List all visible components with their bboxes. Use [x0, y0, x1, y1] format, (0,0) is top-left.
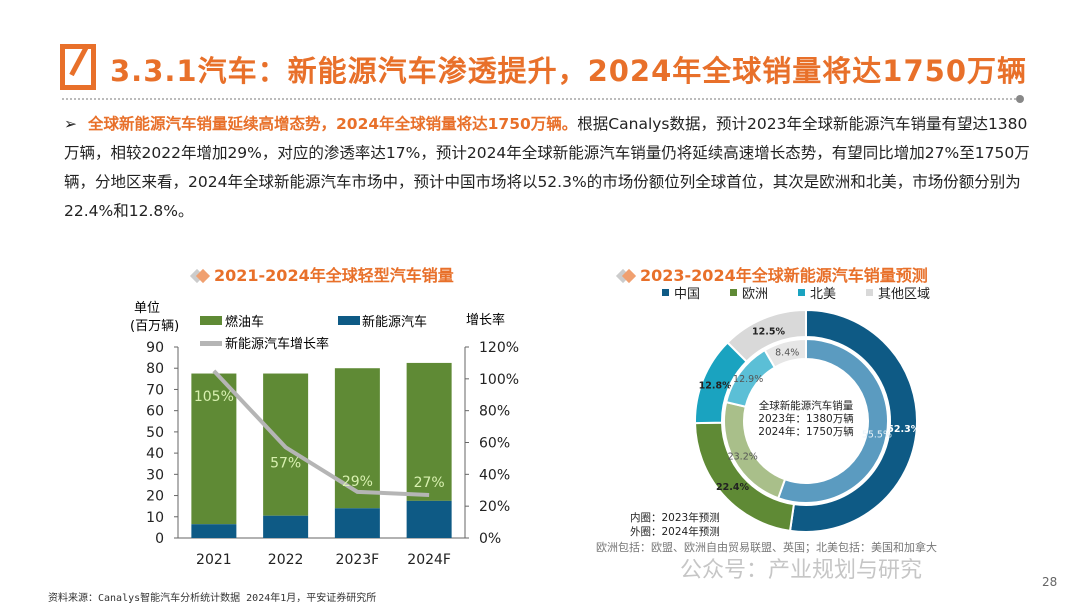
legend-swatch — [866, 289, 873, 296]
bar-ice-2021 — [191, 373, 237, 525]
x-tick-label: 2023F — [336, 552, 380, 568]
y2-tick-label: 40% — [479, 467, 510, 483]
legend-swatch — [798, 289, 805, 296]
legend-swatch-growth — [200, 341, 222, 346]
divider — [62, 98, 1020, 100]
bar-nev-2022 — [263, 515, 309, 538]
legend-label: 新能源汽车增长率 — [225, 336, 329, 352]
y2-tick-label: 20% — [479, 499, 510, 515]
y-tick-label: 90 — [146, 340, 164, 356]
outer-slice-其他区域 — [726, 308, 807, 364]
bar-ice-2023F — [334, 368, 380, 509]
growth-line — [212, 369, 430, 498]
inner-slice-中国 — [776, 337, 889, 504]
region-footnote: 欧洲包括：欧盟、欧洲自由贸易联盟、英国；北美包括：美国和加拿大 — [596, 541, 937, 554]
y2-tick-label: 120% — [479, 340, 519, 356]
y-tick-label: 70 — [146, 382, 164, 398]
y-tick-label: 80 — [146, 361, 164, 377]
bar-nev-2024F — [406, 500, 452, 538]
edit-icon — [60, 44, 96, 90]
growth-label: 27% — [414, 475, 445, 491]
donut-chart: 52.3% 22.4% 12.8% 12.5% 55.5% 23.2% 12.9% 8.4% 全… — [630, 287, 930, 538]
y-tick-label: 30 — [146, 467, 164, 483]
ring-note: 外圈：2024年预测 — [630, 525, 720, 538]
legend-label: 欧洲 — [742, 287, 768, 302]
legend-label: 其他区域 — [878, 287, 930, 302]
growth-label: 57% — [270, 455, 301, 471]
slice-label: 55.5% — [862, 429, 892, 440]
bar-chart-title: 2021-2024年全球轻型汽车销量 — [189, 262, 454, 286]
slice-label: 12.5% — [752, 326, 785, 337]
y2-tick-label: 0% — [479, 531, 501, 547]
source-note: 资料来源：Canalys智能汽车分析统计数据 2024年1月，平安证券研究所 — [48, 593, 377, 604]
page-number: 28 — [1042, 575, 1058, 589]
y-tick-label: 40 — [146, 446, 164, 462]
slice-label: 52.3% — [887, 424, 920, 435]
divider-dot — [1016, 95, 1024, 103]
inner-slice-其他区域 — [763, 337, 807, 369]
bar-nev-2023F — [334, 508, 380, 538]
y-tick-label: 10 — [146, 510, 164, 526]
legend-swatch — [730, 289, 737, 296]
body-text: 根据Canalys数据，预计2023年全球新能源汽车销量有望达1380万辆，相较… — [64, 115, 1030, 220]
legend-swatch — [662, 289, 669, 296]
y2-tick-label: 80% — [479, 404, 510, 420]
center-label: 2023年：1380万辆 — [758, 412, 853, 425]
donut-chart-title: 2023-2024年全球新能源汽车销量预测 — [615, 262, 928, 286]
x-tick-label: 2022 — [268, 552, 304, 568]
center-label: 全球新能源汽车销量 — [759, 399, 854, 412]
y-tick-label: 50 — [146, 425, 164, 441]
slice-label: 23.2% — [728, 451, 758, 462]
summary-paragraph: ➢ 全球新能源汽车销量延续高增态势，2024年全球销量将达1750万辆。根据Can… — [64, 110, 1034, 226]
x-tick-label: 2021 — [196, 552, 232, 568]
y-tick-label: 0 — [155, 531, 164, 547]
legend-swatch-nev — [338, 316, 360, 325]
bar-chart: 0 10 20 30 40 50 60 70 80 90 0% 20% 40% 60% 80% 100% 120… — [130, 301, 519, 568]
bar-nev-2021 — [191, 524, 237, 538]
slice-label: 22.4% — [716, 482, 749, 493]
legend-label: 中国 — [674, 287, 700, 302]
legend-swatch-ice — [200, 316, 222, 325]
y2-axis-label: 增长率 — [466, 312, 505, 328]
ring-note: 内圈：2023年预测 — [630, 511, 720, 524]
bullet-arrow-icon: ➢ — [64, 115, 77, 133]
highlight-text: 全球新能源汽车销量延续高增态势，2024年全球销量将达1750万辆。 — [88, 115, 578, 133]
y-axis-label: 单位 — [134, 301, 160, 316]
page-title: 3.3.1汽车：新能源汽车渗透提升，2024年全球销量将达1750万辆 — [110, 54, 1027, 88]
y2-tick-label: 60% — [479, 436, 510, 452]
y2-tick-label: 100% — [479, 372, 519, 388]
growth-label: 105% — [194, 389, 234, 405]
slice-label: 12.8% — [699, 380, 732, 391]
outer-slice-中国 — [788, 308, 918, 533]
y-tick-label: 60 — [146, 404, 164, 420]
legend-label: 燃油车 — [225, 314, 264, 330]
legend-label: 北美 — [810, 287, 836, 302]
y-axis-label: (百万辆) — [130, 319, 179, 334]
legend-label: 新能源汽车 — [362, 314, 427, 330]
y-tick-label: 20 — [146, 489, 164, 505]
x-tick-label: 2024F — [407, 552, 451, 568]
center-label: 2024年：1750万辆 — [758, 425, 853, 438]
slice-label: 12.9% — [733, 374, 763, 385]
bar-ice-2024F — [406, 362, 452, 501]
watermark: 公众号：产业规划与研究 — [680, 558, 923, 583]
slice-label: 8.4% — [775, 347, 799, 358]
growth-label: 29% — [342, 474, 373, 490]
